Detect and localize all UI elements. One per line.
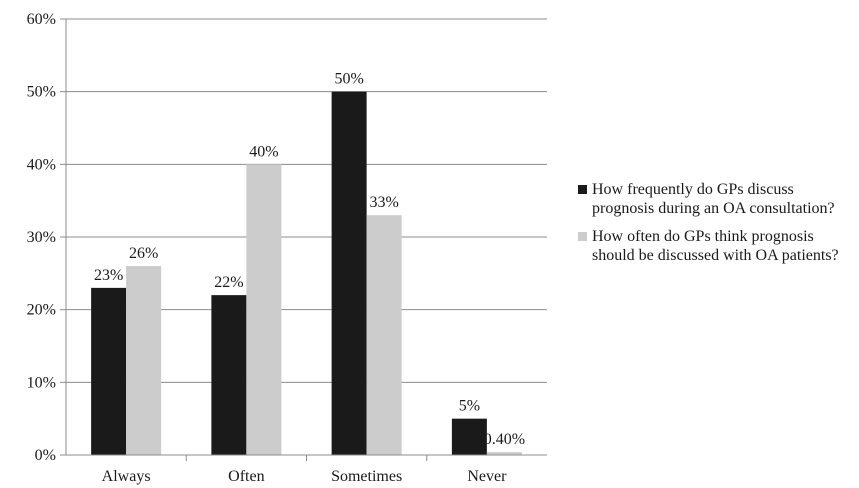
y-tick-label: 0%	[35, 447, 56, 464]
data-label: 22%	[214, 274, 243, 291]
x-tick-label: Always	[102, 468, 151, 485]
legend-item-series-1: How frequently do GPs discuss prognosis …	[578, 180, 853, 218]
bar-series-1	[451, 418, 487, 455]
legend-item-series-2: How often do GPs think prognosis should …	[578, 227, 853, 265]
data-label: 5%	[459, 398, 480, 415]
y-tick-label: 40%	[27, 156, 56, 173]
data-label: 23%	[94, 267, 123, 284]
y-tick-label: 30%	[27, 229, 56, 246]
data-label: 26%	[129, 245, 158, 262]
legend-label-series-2: How often do GPs think prognosis should …	[592, 228, 839, 264]
bar-series-2	[486, 452, 522, 455]
bar-series-2	[246, 164, 282, 456]
axes: 0% 10% 20% 30% 40% 50% 60% Always Often Sometimes…	[27, 11, 547, 485]
x-tick-label: Sometimes	[331, 468, 402, 485]
x-tick-label: Often	[228, 468, 264, 485]
data-label: 40%	[249, 143, 278, 160]
data-labels: 23% 26% 22% 40% 50% 33% 5%0.40%	[94, 71, 525, 448]
legend-swatch-series-1	[578, 185, 587, 194]
bar-series-1	[91, 287, 127, 455]
data-label: 0.40%	[484, 431, 525, 448]
bar-series-2	[366, 215, 402, 455]
y-tick-label: 20%	[27, 302, 56, 319]
bar-series-1	[331, 91, 367, 456]
legend-label-series-1: How frequently do GPs discuss prognosis …	[592, 181, 835, 217]
data-label: 50%	[334, 71, 363, 88]
legend-swatch-series-2	[578, 232, 587, 241]
legend: How frequently do GPs discuss prognosis …	[578, 180, 853, 274]
bar-series-2	[126, 266, 162, 455]
x-tick-label: Never	[467, 468, 507, 485]
y-tick-label: 10%	[27, 374, 56, 391]
bar-series-1	[211, 295, 247, 455]
bars	[91, 91, 522, 456]
y-tick-label: 60%	[27, 11, 56, 28]
y-tick-label: 50%	[27, 84, 56, 101]
data-label: 33%	[369, 194, 398, 211]
